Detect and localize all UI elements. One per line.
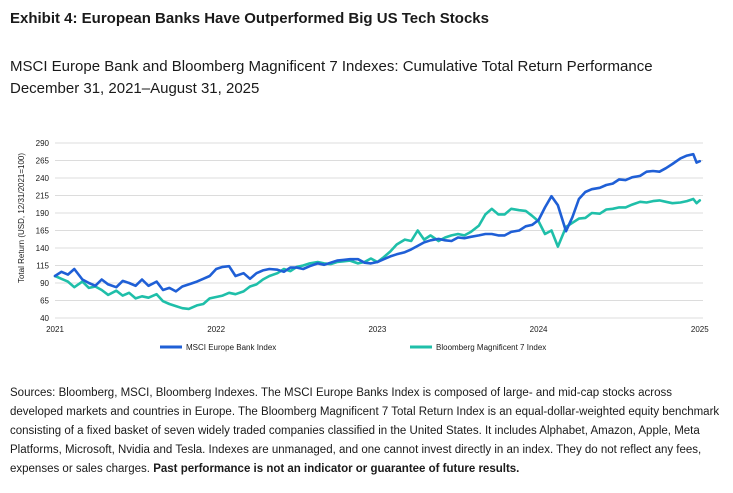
y-tick-label: 40 <box>40 314 49 323</box>
subtitle-line-1: MSCI Europe Bank and Bloomberg Magnifice… <box>10 58 653 75</box>
europe-bank-series-line <box>53 152 702 293</box>
subtitle-line-2: December 31, 2021–August 31, 2025 <box>10 80 260 97</box>
y-tick-label: 190 <box>36 209 50 218</box>
y-tick-label: 240 <box>36 174 50 183</box>
legend-label: MSCI Europe Bank Index <box>186 343 276 352</box>
y-tick-label: 265 <box>36 157 50 166</box>
legend-item-europe-bank: MSCI Europe Bank Index <box>160 343 276 352</box>
y-tick-label: 90 <box>40 279 49 288</box>
chart-footnote: Sources: Bloomberg, MSCI, Bloomberg Inde… <box>10 384 722 479</box>
y-tick-label: 215 <box>36 192 50 201</box>
y-tick-labels: 40 65 90 115 140 165 190 215 240 265 290 <box>36 139 50 323</box>
legend-item-mag7: Bloomberg Magnificent 7 Index <box>410 343 546 352</box>
x-tick-label: 2025 <box>691 325 709 334</box>
y-tick-label: 290 <box>36 139 50 148</box>
x-tick-label: 2024 <box>530 325 548 334</box>
mag7-series-line <box>53 197 702 311</box>
x-tick-labels: 2021 2022 2023 2024 2025 <box>46 325 709 334</box>
footnote-disclaimer: Past performance is not an indicator or … <box>153 463 520 475</box>
y-tick-label: 115 <box>36 262 49 271</box>
exhibit-title: Exhibit 4: European Banks Have Outperfor… <box>10 10 489 27</box>
chart-subtitle: MSCI Europe Bank and Bloomberg Magnifice… <box>10 56 710 100</box>
x-tick-label: 2021 <box>46 325 64 334</box>
x-tick-label: 2022 <box>207 325 225 334</box>
y-tick-label: 65 <box>40 297 49 306</box>
footnote-text: Sources: Bloomberg, MSCI, Bloomberg Inde… <box>10 387 720 475</box>
y-tick-label: 140 <box>36 244 50 253</box>
x-tick-label: 2023 <box>368 325 386 334</box>
legend: MSCI Europe Bank Index Bloomberg Magnific… <box>160 343 546 352</box>
legend-label: Bloomberg Magnificent 7 Index <box>436 343 546 352</box>
series-lines <box>53 152 702 311</box>
y-axis-label: Total Return (USD, 12/31/2021=100) <box>17 153 26 283</box>
y-tick-label: 165 <box>36 227 50 236</box>
grid-lines <box>55 142 703 319</box>
